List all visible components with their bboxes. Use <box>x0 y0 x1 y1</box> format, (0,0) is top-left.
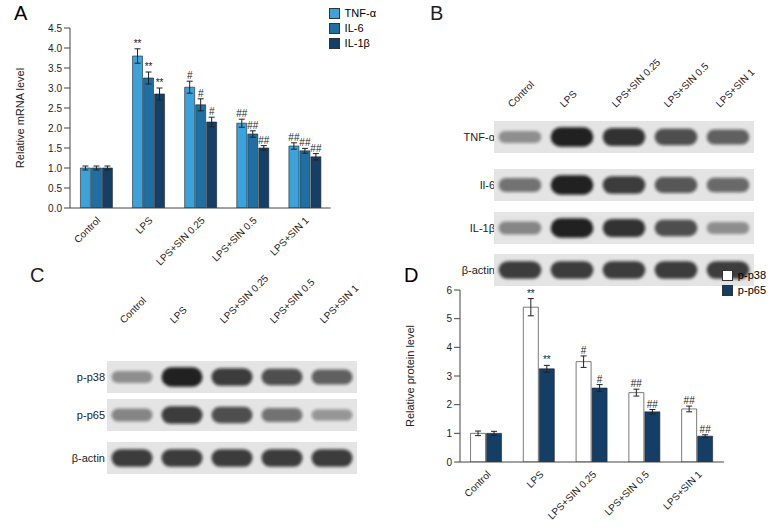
svg-text:4: 4 <box>446 342 452 353</box>
svg-text:0.5: 0.5 <box>48 183 62 194</box>
html-text:IL-1β: IL-1β <box>344 37 370 49</box>
svg-text:LPS+SIN 0.5: LPS+SIN 0.5 <box>210 214 259 263</box>
svg-text:LPS+SIN 0.25: LPS+SIN 0.25 <box>610 56 663 109</box>
svg-text:0: 0 <box>446 457 452 468</box>
html-text:A: A <box>14 2 28 24</box>
svg-text:Il-6: Il-6 <box>480 179 495 191</box>
svg-text:**: ** <box>156 77 164 88</box>
svg-text:LPS+SIN 1: LPS+SIN 1 <box>318 282 361 325</box>
svg-text:##: ## <box>247 120 259 131</box>
svg-text:Control: Control <box>506 79 537 110</box>
html-text:D: D <box>404 264 419 286</box>
svg-text:B: B <box>430 2 443 24</box>
svg-text:LPS+SIN 1: LPS+SIN 1 <box>268 214 311 257</box>
svg-text:#: # <box>198 88 204 99</box>
html-text:IL-6: IL-6 <box>344 22 364 34</box>
svg-text:TNF-α: TNF-α <box>464 131 496 143</box>
svg-text:LPS: LPS <box>168 304 189 325</box>
svg-text:##: ## <box>647 399 659 410</box>
svg-text:##: ## <box>700 424 712 435</box>
html-text:p-p65: p-p65 <box>737 284 766 296</box>
svg-text:##: ## <box>288 132 300 143</box>
svg-text:**: ** <box>543 354 551 365</box>
svg-text:**: ** <box>134 38 142 49</box>
svg-text:**: ** <box>145 61 153 72</box>
svg-text:2: 2 <box>446 399 452 410</box>
svg-text:LPS+SIN 0.5: LPS+SIN 0.5 <box>662 60 711 109</box>
svg-text:**: ** <box>527 288 535 299</box>
svg-text:4.5: 4.5 <box>48 23 62 34</box>
svg-text:1: 1 <box>446 428 452 439</box>
svg-text:Control: Control <box>118 295 149 326</box>
svg-text:4.0: 4.0 <box>48 43 62 54</box>
svg-text:5: 5 <box>446 313 452 324</box>
html-text:TNF-α: TNF-α <box>344 7 376 19</box>
html-text:p-p38: p-p38 <box>737 269 766 281</box>
svg-text:##: ## <box>684 395 696 406</box>
svg-text:LPS: LPS <box>558 88 579 109</box>
svg-text:##: ## <box>299 137 311 148</box>
svg-text:LPS+SIN 0.25: LPS+SIN 0.25 <box>154 214 207 267</box>
svg-text:3: 3 <box>446 371 452 382</box>
svg-text:LPS+SIN 0.5: LPS+SIN 0.5 <box>268 276 317 325</box>
svg-text:p-p38: p-p38 <box>77 371 105 383</box>
svg-text:LPS+SIN 1: LPS+SIN 1 <box>661 468 704 511</box>
svg-text:2.0: 2.0 <box>48 123 62 134</box>
svg-text:1.0: 1.0 <box>48 163 62 174</box>
svg-text:LPS: LPS <box>133 214 154 235</box>
svg-text:Relative protein level: Relative protein level <box>404 325 416 427</box>
svg-text:Control: Control <box>462 469 493 500</box>
svg-text:LPS+SIN 1: LPS+SIN 1 <box>714 66 757 109</box>
svg-text:##: ## <box>310 143 322 154</box>
svg-text:LPS: LPS <box>524 468 545 489</box>
svg-text:##: ## <box>631 378 643 389</box>
svg-text:6: 6 <box>446 285 452 296</box>
svg-text:p-p65: p-p65 <box>77 409 105 421</box>
svg-text:LPS+SIN 0.25: LPS+SIN 0.25 <box>218 272 271 325</box>
svg-text:LPS+SIN 0.5: LPS+SIN 0.5 <box>602 468 651 517</box>
svg-text:Relative mRNA level: Relative mRNA level <box>14 68 26 168</box>
svg-text:Control: Control <box>72 215 103 246</box>
svg-text:#: # <box>581 345 587 356</box>
svg-text:0.0: 0.0 <box>48 203 62 214</box>
svg-text:C: C <box>30 264 44 286</box>
svg-text:3.5: 3.5 <box>48 63 62 74</box>
svg-text:2.5: 2.5 <box>48 103 62 114</box>
svg-text:β-actin: β-actin <box>462 264 495 276</box>
svg-text:1.5: 1.5 <box>48 143 62 154</box>
svg-text:#: # <box>597 374 603 385</box>
svg-text:##: ## <box>236 108 248 119</box>
svg-text:#: # <box>187 70 193 81</box>
svg-text:IL-1β: IL-1β <box>470 222 495 234</box>
svg-text:3.0: 3.0 <box>48 83 62 94</box>
svg-text:#: # <box>209 106 215 117</box>
svg-text:##: ## <box>258 135 270 146</box>
svg-text:β-actin: β-actin <box>72 452 105 464</box>
svg-text:LPS+SIN 0.25: LPS+SIN 0.25 <box>546 468 599 521</box>
